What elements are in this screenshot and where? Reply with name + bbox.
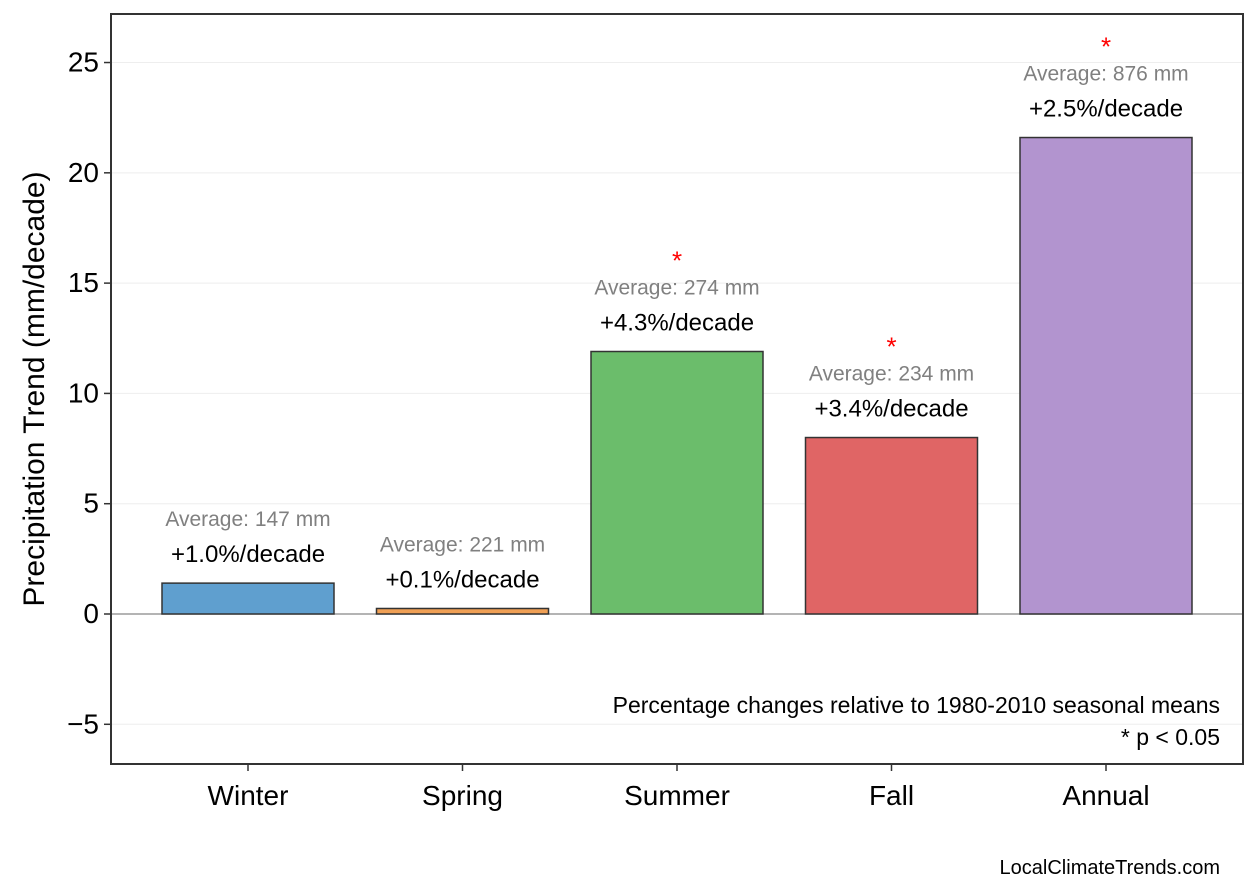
bar-winter xyxy=(161,582,335,615)
avg-label: Average: 221 mm xyxy=(380,533,545,556)
y-tick-label: 0 xyxy=(83,598,99,629)
bars xyxy=(161,136,1193,615)
pct-label: +0.1%/decade xyxy=(385,566,539,593)
bar-labels: +1.0%/decade Average: 147 mm +0.1%/decade A… xyxy=(165,32,1188,594)
x-axis-ticks: Winter Spring Summer Fall Annual xyxy=(208,764,1150,811)
significance-marker: * xyxy=(672,246,682,276)
x-tick-label: Fall xyxy=(869,780,914,811)
pct-label: +1.0%/decade xyxy=(171,541,325,568)
bar-spring xyxy=(375,607,550,615)
significance-marker: * xyxy=(886,332,896,362)
note-line-2: * p < 0.05 xyxy=(1121,724,1220,750)
pct-label: +2.5%/decade xyxy=(1029,96,1183,123)
bar-annual xyxy=(1019,136,1193,615)
y-axis-ticks: −5 0 5 10 15 20 25 xyxy=(67,47,111,739)
footer-credit: LocalClimateTrends.com xyxy=(1000,857,1220,879)
avg-label: Average: 234 mm xyxy=(809,363,974,386)
pct-label: +4.3%/decade xyxy=(600,310,754,337)
x-tick-label: Winter xyxy=(208,780,289,811)
significance-marker: * xyxy=(1101,32,1111,62)
note-line-1: Percentage changes relative to 1980-2010… xyxy=(613,692,1220,718)
avg-label: Average: 876 mm xyxy=(1023,63,1188,86)
y-tick-label: 20 xyxy=(68,157,99,188)
y-axis-label: Precipitation Trend (mm/decade) xyxy=(18,171,51,606)
bar-summer xyxy=(590,350,764,615)
y-tick-label: 5 xyxy=(83,488,99,519)
avg-label: Average: 274 mm xyxy=(594,277,759,300)
y-tick-label: 25 xyxy=(68,47,99,78)
x-tick-label: Summer xyxy=(624,780,730,811)
x-tick-label: Annual xyxy=(1062,780,1149,811)
y-tick-label: 15 xyxy=(68,267,99,298)
y-tick-label: 10 xyxy=(68,377,99,408)
y-tick-label: −5 xyxy=(67,708,99,739)
avg-label: Average: 147 mm xyxy=(165,508,330,531)
pct-label: +3.4%/decade xyxy=(814,396,968,423)
x-tick-label: Spring xyxy=(422,780,503,811)
bar-fall xyxy=(804,436,979,615)
